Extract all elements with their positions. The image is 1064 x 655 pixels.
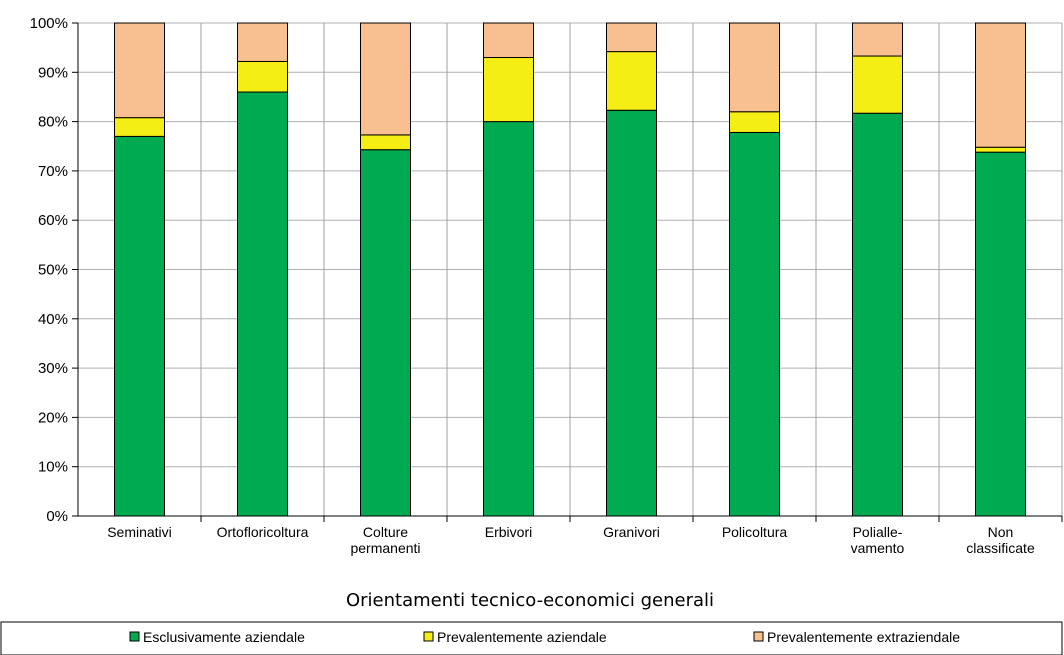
x-category-label-line: Colture [363, 524, 408, 540]
bar-segment [976, 23, 1026, 147]
y-tick-label: 60% [38, 212, 68, 229]
bar-segment [730, 132, 780, 516]
bar-segment [853, 56, 903, 113]
x-category-label: Ortofloricoltura [217, 524, 309, 540]
bar-segment [361, 150, 411, 516]
y-tick-label: 100% [30, 15, 68, 32]
y-tick-label: 0% [46, 508, 68, 525]
x-category-label-line: Polialle- [853, 524, 903, 540]
bar-segment [361, 135, 411, 150]
x-category-label: Polialle-vamento [851, 524, 905, 556]
bar-segment [976, 152, 1026, 516]
bar-segment [115, 136, 165, 516]
bar-segment [238, 61, 288, 92]
bar-segment [853, 113, 903, 516]
y-tick-label: 80% [38, 114, 68, 131]
y-tick-label: 50% [38, 262, 68, 279]
bar-segment [115, 118, 165, 137]
bar-segment [853, 23, 903, 56]
bar-segment [730, 23, 780, 112]
x-category-label-line: permanenti [350, 540, 420, 556]
y-tick-label: 10% [38, 459, 68, 476]
bar-segment [730, 112, 780, 133]
bar-segment [115, 23, 165, 118]
x-axis-title: Orientamenti tecnico-economici generali [346, 590, 714, 611]
legend-swatch [754, 632, 763, 641]
bar-segment [607, 110, 657, 516]
bar-segment [238, 23, 288, 61]
bar-segment [976, 147, 1026, 152]
y-tick-label: 30% [38, 360, 68, 377]
axis-layer: 0% 10% 20% 30% 40% 50% 60% 70% 80% 90% 100% Seminat… [30, 15, 1062, 556]
x-category-label: Granivori [603, 524, 660, 540]
x-category-label-line: vamento [851, 540, 905, 556]
bar-segment [484, 23, 534, 58]
bar-segment [484, 58, 534, 122]
bar-segment [607, 52, 657, 111]
x-category-label-line: Seminativi [107, 524, 172, 540]
x-category-label: Non classificate [966, 524, 1035, 556]
legend-swatch [424, 632, 433, 641]
legend-label: Prevalentemente extraziendale [767, 629, 960, 645]
x-category-label: Seminativi [107, 524, 172, 540]
x-category-label-line: Non [988, 524, 1014, 540]
bar-segment [607, 23, 657, 52]
x-category-label-line: classificate [966, 540, 1035, 556]
x-category-label-line: Ortofloricoltura [217, 524, 309, 540]
y-tick-label: 90% [38, 64, 68, 81]
x-category-label: Colture permanenti [350, 524, 420, 556]
y-tick-label: 70% [38, 163, 68, 180]
x-category-label-line: Granivori [603, 524, 660, 540]
bar-segment [484, 122, 534, 516]
x-category-label: Policoltura [722, 524, 788, 540]
x-category-label-line: Erbivori [485, 524, 532, 540]
x-category-label-line: Policoltura [722, 524, 788, 540]
legend-label: Esclusivamente aziendale [143, 629, 305, 645]
legend-swatch [130, 632, 139, 641]
bar-segment [238, 92, 288, 516]
x-category-label: Erbivori [485, 524, 532, 540]
legend-label: Prevalentemente aziendale [437, 629, 607, 645]
y-tick-label: 20% [38, 409, 68, 426]
legend: Esclusivamente aziendale Prevalentemente … [130, 629, 960, 645]
grid-layer [78, 23, 1062, 516]
bar-segment [361, 23, 411, 135]
y-tick-label: 40% [38, 311, 68, 328]
